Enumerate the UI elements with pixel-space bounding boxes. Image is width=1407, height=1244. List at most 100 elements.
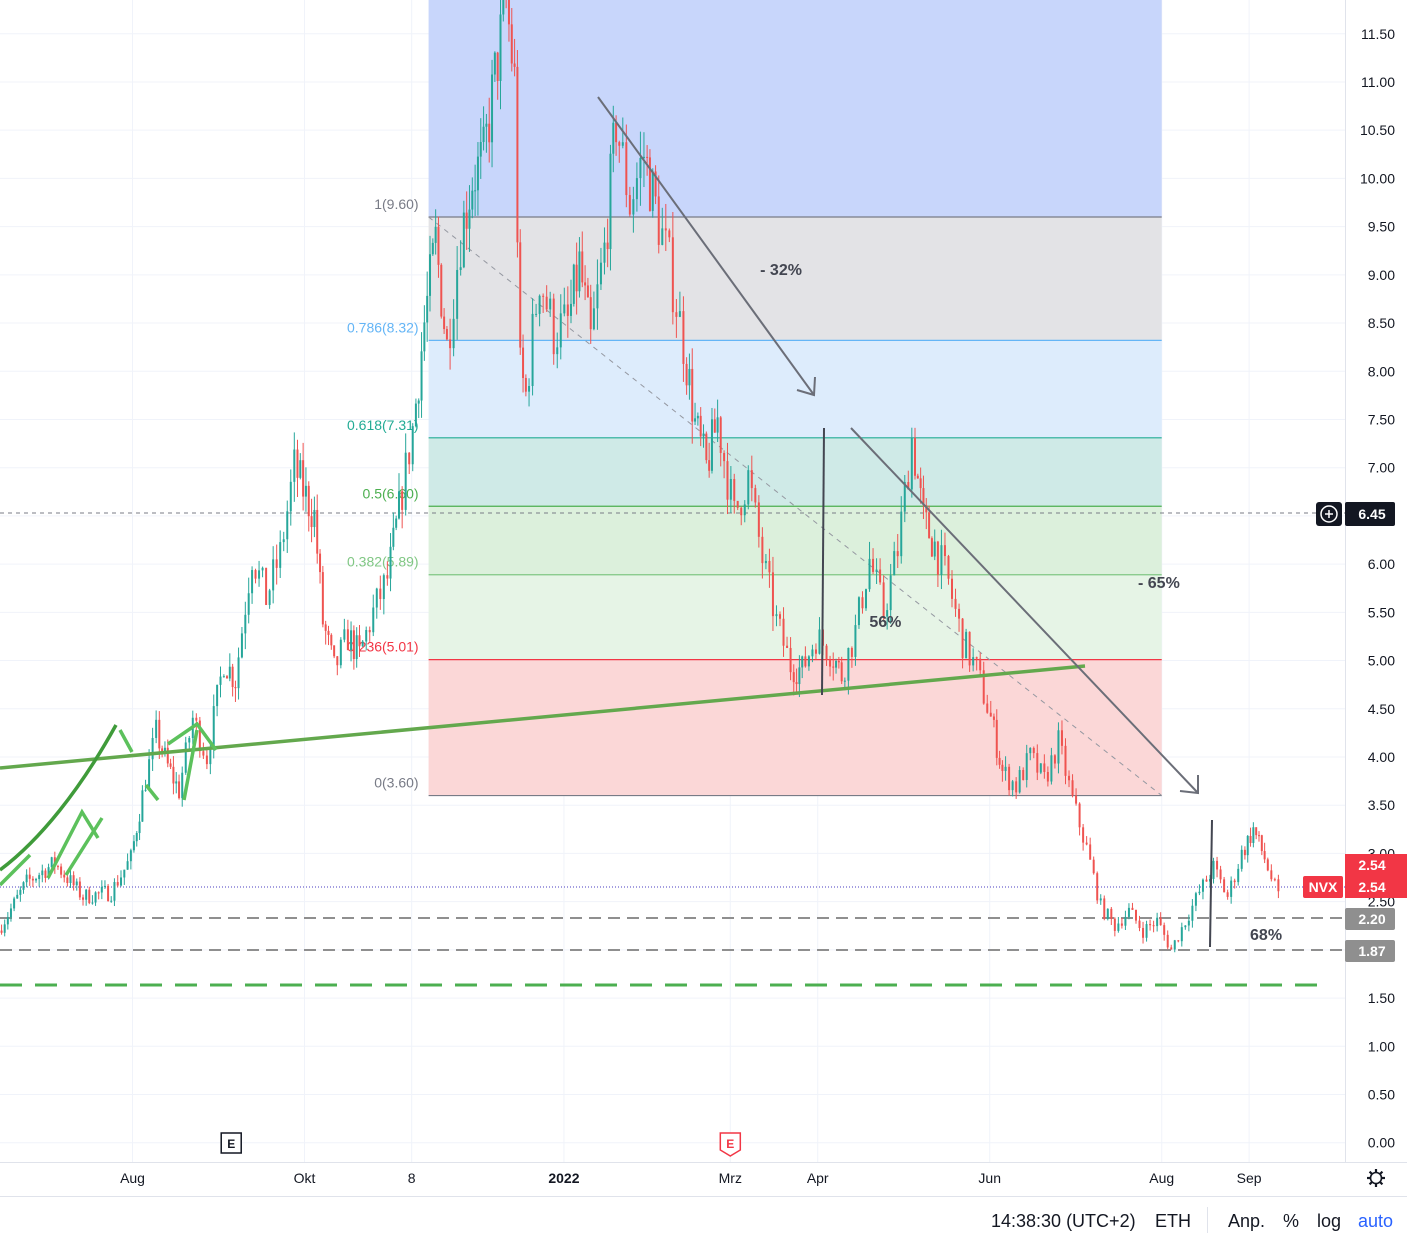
- candle-body: [847, 647, 850, 681]
- candle-body: [951, 578, 954, 599]
- candle-body: [178, 781, 181, 799]
- adjust-toggle[interactable]: Anp.: [1228, 1211, 1266, 1231]
- candle-body: [972, 657, 975, 666]
- candle-body: [237, 657, 240, 689]
- green-arc-drawing[interactable]: [0, 724, 118, 872]
- candle-body: [135, 833, 138, 842]
- candle-body: [452, 318, 455, 349]
- green-arrow-drawing-4[interactable]: [118, 729, 134, 753]
- green-arrow-drawing-1[interactable]: [46, 808, 100, 879]
- green-arrow-drawing-3[interactable]: [0, 853, 32, 887]
- candle-body: [835, 660, 838, 668]
- candle-body: [1246, 836, 1249, 856]
- fib-zone-top: [428, 0, 1162, 217]
- candlestick-series: [0, 0, 1280, 953]
- percent-annotation: 68%: [1250, 927, 1282, 944]
- green-arrow-drawing-7[interactable]: [182, 729, 199, 801]
- log-toggle[interactable]: log: [1317, 1211, 1342, 1231]
- auto-toggle[interactable]: auto: [1358, 1211, 1394, 1231]
- candle-body: [408, 452, 411, 465]
- measure-line-68[interactable]: [1209, 819, 1213, 948]
- plus-circle-icon[interactable]: [1320, 505, 1338, 523]
- candle-body: [510, 24, 513, 64]
- green-arrow-drawing-6[interactable]: [167, 721, 218, 752]
- price-chart[interactable]: 1(9.60) 0.786(8.32) 0.618(7.31) 0.5(6.60) 0.…: [0, 0, 1407, 1196]
- candle-body: [352, 630, 355, 660]
- candle-body: [251, 570, 254, 594]
- candle-body: [1075, 795, 1078, 804]
- candle-body: [392, 527, 395, 547]
- green-arrow-drawing-5[interactable]: [144, 783, 160, 802]
- drawing-trendlines[interactable]: [0, 96, 1213, 948]
- candle-body: [896, 551, 899, 557]
- candle-body: [943, 545, 946, 557]
- candle-body: [1243, 849, 1246, 856]
- candle-body: [1191, 905, 1194, 921]
- candle-body: [940, 545, 943, 575]
- candle-body: [556, 347, 559, 355]
- candle-body: [646, 156, 649, 158]
- candle-body: [272, 559, 275, 591]
- candle-body: [857, 597, 860, 626]
- candle-body: [603, 242, 606, 263]
- candle-body: [202, 751, 205, 756]
- last-price-badge: [1345, 876, 1407, 898]
- candle-body: [100, 886, 103, 893]
- y-tick-label: 1.00: [1368, 1038, 1395, 1054]
- candle-body: [592, 308, 595, 330]
- y-axis[interactable]: 0.000.501.001.502.002.503.003.504.004.50…: [1345, 0, 1396, 1162]
- candle-body: [333, 645, 336, 657]
- candle-body: [688, 368, 691, 386]
- y-tick-label: 10.50: [1360, 122, 1395, 138]
- candle-body: [1025, 753, 1028, 780]
- candle-body: [91, 902, 94, 904]
- fibonacci-retracement[interactable]: [428, 0, 1163, 797]
- candle-body: [1120, 923, 1123, 926]
- candle-body: [103, 885, 106, 887]
- percent-annotation: 56%: [869, 614, 901, 631]
- candle-body: [807, 656, 810, 667]
- candle-body: [1277, 879, 1280, 892]
- candle-body: [1089, 844, 1092, 860]
- arrow-drawing-2[interactable]: [850, 427, 1199, 794]
- candle-body: [304, 485, 307, 497]
- candle-body: [719, 417, 722, 453]
- candle-body: [628, 195, 631, 215]
- candle-body: [563, 304, 566, 314]
- arrow-drawing-1[interactable]: [597, 96, 815, 396]
- symbol-badge[interactable]: [1303, 876, 1343, 898]
- measure-line-56[interactable]: [821, 427, 825, 696]
- candle-body: [1085, 842, 1088, 845]
- settings-gear-icon[interactable]: [1367, 1169, 1385, 1187]
- candle-body: [56, 866, 59, 868]
- candle-body: [465, 212, 468, 229]
- candle-body: [811, 649, 814, 657]
- candle-body: [382, 575, 385, 600]
- candle-body: [919, 478, 922, 489]
- percent-toggle[interactable]: %: [1283, 1211, 1300, 1231]
- earnings-marker[interactable]: [220, 1132, 242, 1154]
- candle-body: [1198, 891, 1201, 894]
- session-toggle[interactable]: ETH: [1155, 1211, 1191, 1231]
- candle-body: [545, 296, 548, 310]
- x-axis[interactable]: Aug Okt 8 2022 Mrz Apr Jun Aug Sep: [0, 1162, 1407, 1187]
- candle-body: [818, 629, 821, 654]
- fib-level-label: 0.618(7.31): [347, 417, 419, 433]
- green-arrow-drawing-2[interactable]: [64, 817, 104, 876]
- candle-body: [355, 635, 358, 660]
- candle-body: [566, 304, 569, 316]
- clock-timezone[interactable]: 14:38:30 (UTC+2): [991, 1211, 1136, 1231]
- candle-body: [1226, 892, 1229, 897]
- earnings-marker[interactable]: [719, 1132, 742, 1157]
- candle-body: [789, 647, 792, 673]
- candle-body: [1260, 835, 1263, 852]
- candle-body: [499, 14, 502, 81]
- candle-body: [625, 142, 628, 196]
- candle-body: [491, 74, 494, 143]
- green-trendline[interactable]: [0, 664, 1086, 770]
- candle-body: [474, 190, 477, 192]
- candle-body: [865, 589, 868, 609]
- candle-body: [1166, 934, 1169, 948]
- candle-body: [268, 590, 271, 605]
